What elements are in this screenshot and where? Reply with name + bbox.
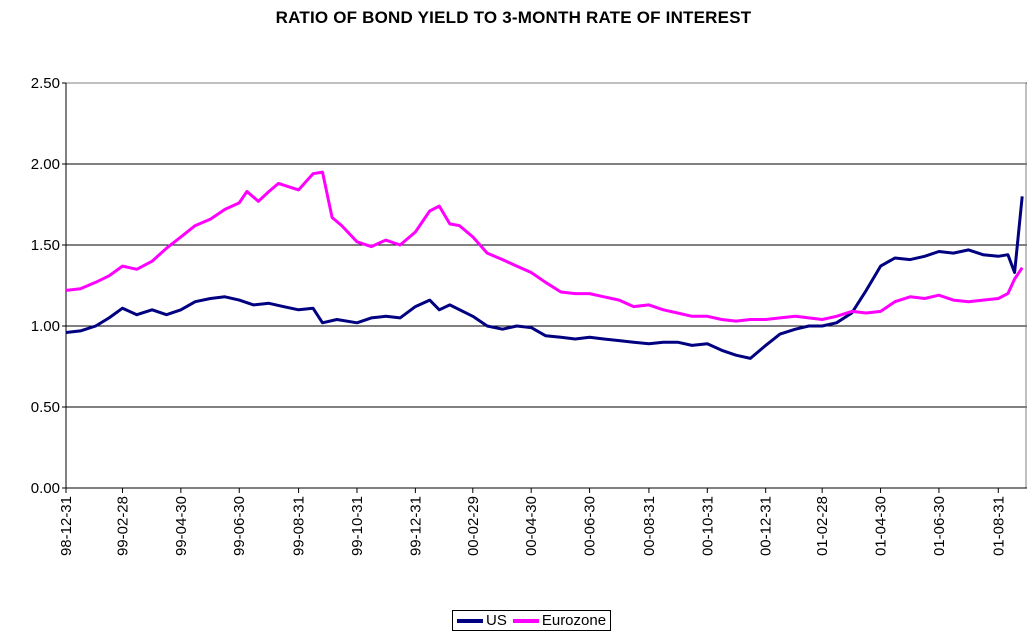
x-tick-label: 99-02-28 [114, 496, 131, 556]
y-tick-label: 2.50 [31, 75, 60, 92]
legend: US Eurozone [452, 610, 612, 631]
x-tick-label: 98-12-31 [58, 496, 75, 556]
axes [62, 82, 1027, 493]
x-tick-labels: 98-12-31 99-02-28 99-04-30 99-06-30 99-08-31… [58, 496, 1007, 556]
x-tick-label: 00-12-31 [758, 496, 775, 556]
y-tick-label: 1.50 [31, 237, 60, 254]
x-tick-label: 99-06-30 [231, 496, 248, 556]
legend-item-eurozone: Eurozone [512, 612, 607, 629]
x-tick-label: 01-04-30 [873, 496, 890, 556]
x-tick-label: 00-10-31 [699, 496, 716, 556]
x-tick-label: 99-10-31 [349, 496, 366, 556]
x-tick-label: 01-08-31 [990, 496, 1007, 556]
x-tick-label: 00-04-30 [523, 496, 540, 556]
x-tick-label: 99-04-30 [173, 496, 190, 556]
y-tick-label: 1.00 [31, 318, 60, 335]
x-tick-label: 99-12-31 [407, 496, 424, 556]
legend-swatch-eurozone [512, 618, 539, 623]
legend-label-eurozone: Eurozone [541, 612, 607, 629]
x-tick-label: 01-06-30 [931, 496, 948, 556]
y-tick-label: 0.00 [31, 480, 60, 497]
legend-item-us: US [457, 612, 507, 629]
x-tick-label: 00-06-30 [582, 496, 599, 556]
series-line-eurozone [65, 170, 1024, 323]
y-tick-label: 2.00 [31, 156, 60, 173]
chart-title: RATIO OF BOND YIELD TO 3-MONTH RATE OF I… [275, 8, 752, 27]
plot-area-frame [65, 82, 1027, 489]
x-tick-label: 00-02-29 [465, 496, 482, 556]
x-tick-label: 01-02-28 [814, 496, 831, 556]
series-lines [65, 170, 1024, 360]
legend-label-us: US [486, 612, 507, 629]
series-line-us [65, 196, 1024, 360]
x-tick-label: 00-08-31 [641, 496, 658, 556]
legend-swatch-us [457, 618, 483, 623]
y-tick-labels: 0.00 0.50 1.00 1.50 2.00 2.50 [31, 75, 60, 497]
y-tick-label: 0.50 [31, 399, 60, 416]
gridlines [66, 82, 1027, 408]
x-tick-label: 99-08-31 [291, 496, 308, 556]
